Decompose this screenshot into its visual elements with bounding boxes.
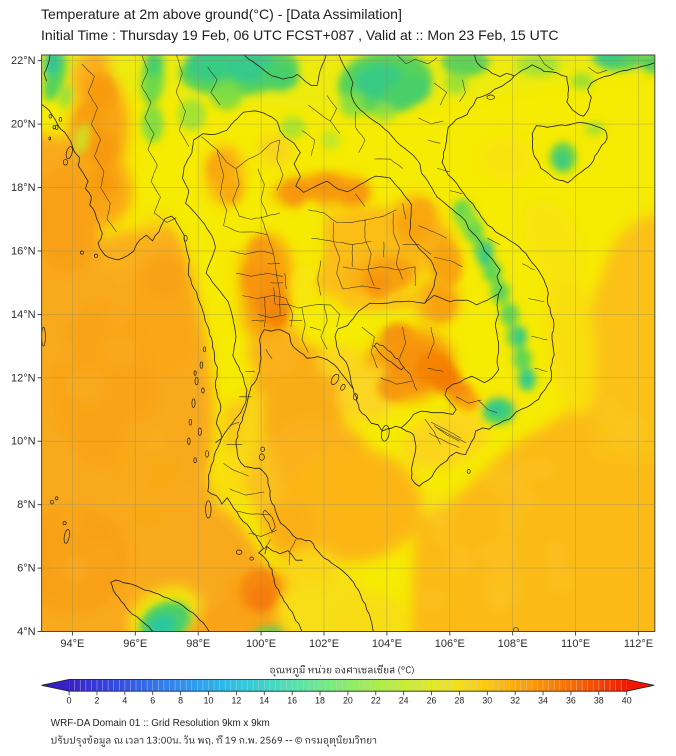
svg-text:14°N: 14°N [11,309,36,321]
svg-text:22: 22 [371,696,381,706]
svg-text:100°E: 100°E [246,638,276,650]
svg-text:8: 8 [178,696,183,706]
svg-text:40: 40 [622,696,632,706]
svg-text:20°N: 20°N [11,119,36,131]
svg-text:26: 26 [427,696,437,706]
svg-text:28: 28 [455,696,465,706]
svg-text:108°E: 108°E [498,638,528,650]
svg-text:4: 4 [122,696,127,706]
svg-text:20: 20 [343,696,353,706]
svg-text:24: 24 [399,696,409,706]
svg-text:18: 18 [315,696,325,706]
svg-text:12°N: 12°N [11,372,36,384]
svg-text:36: 36 [566,696,576,706]
svg-text:112°E: 112°E [624,638,653,650]
svg-text:6°N: 6°N [17,563,36,575]
svg-text:16°N: 16°N [11,246,36,258]
svg-text:6: 6 [150,696,155,706]
svg-text:30: 30 [482,696,492,706]
svg-text:16: 16 [287,696,297,706]
svg-text:12: 12 [231,696,241,706]
svg-text:10°N: 10°N [11,436,36,448]
svg-text:WRF-DA Domain 01 :: Grid Resol: WRF-DA Domain 01 :: Grid Resolution 9km … [51,718,270,729]
svg-text:104°E: 104°E [372,638,402,650]
svg-text:96°E: 96°E [123,638,147,650]
svg-text:106°E: 106°E [435,638,465,650]
svg-text:34: 34 [538,696,548,706]
svg-text:Temperature at 2m above ground: Temperature at 2m above ground(°C) - [Da… [41,6,402,22]
svg-text:2: 2 [95,696,100,706]
svg-text:0: 0 [67,696,72,706]
svg-text:10: 10 [204,696,214,706]
svg-text:8°N: 8°N [17,499,36,511]
svg-text:32: 32 [510,696,520,706]
svg-text:22°N: 22°N [11,55,36,67]
svg-text:110°E: 110°E [561,638,590,650]
svg-text:98°E: 98°E [186,638,210,650]
svg-text:18°N: 18°N [11,182,36,194]
svg-text:4°N: 4°N [17,626,36,638]
svg-text:14: 14 [259,696,269,706]
svg-text:Initial Time : Thursday 19 Feb: Initial Time : Thursday 19 Feb, 06 UTC F… [41,27,559,43]
svg-text:38: 38 [594,696,604,706]
svg-text:94°E: 94°E [60,638,84,650]
svg-text:102°E: 102°E [309,638,339,650]
